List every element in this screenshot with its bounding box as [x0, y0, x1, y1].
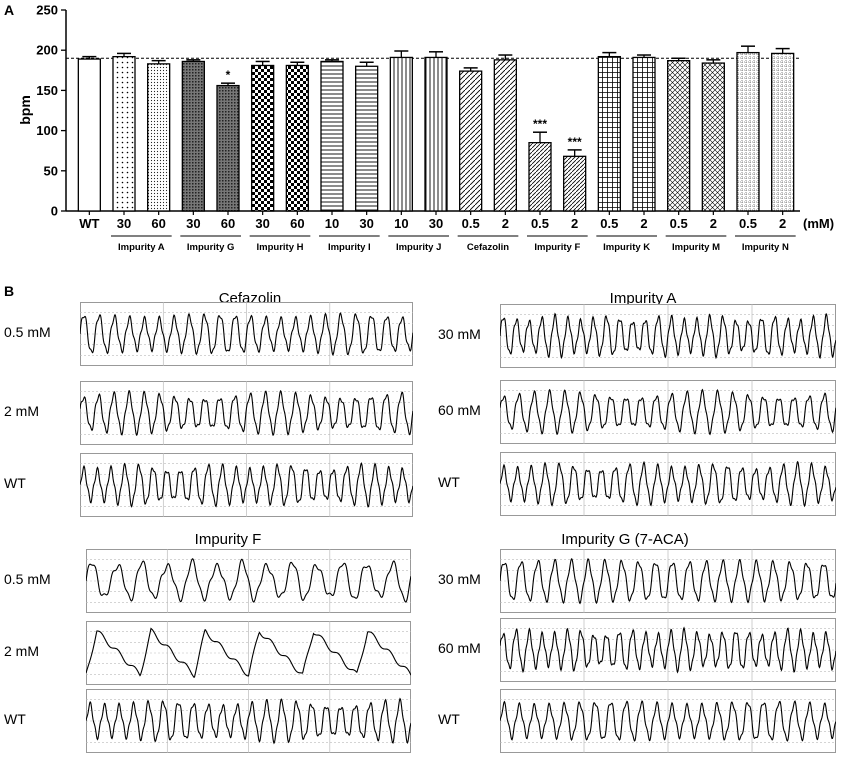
bar: [736, 51, 760, 212]
ecg-trace-plot: [500, 618, 836, 682]
group-label: Impurity A: [118, 242, 165, 253]
x-tick-label: 60: [221, 216, 235, 231]
bar: [667, 60, 691, 212]
group-label: Impurity H: [257, 242, 304, 253]
bar: [771, 52, 795, 212]
trace-row-label: 2 mM: [4, 403, 39, 419]
y-tick-label: 50: [44, 163, 58, 178]
x-tick-label: 60: [151, 216, 165, 231]
group-label: Impurity I: [328, 242, 371, 253]
bar: [597, 55, 621, 212]
trace-row-label: 60 mM: [438, 402, 481, 418]
ecg-trace-plot: [86, 621, 411, 685]
bar: [112, 55, 136, 212]
trace-row-label: 2 mM: [4, 643, 39, 659]
x-tick-label: 30: [117, 216, 131, 231]
x-tick-label: 30: [359, 216, 373, 231]
x-tick-label: 2: [571, 216, 578, 231]
trace-group-title: Impurity A: [609, 290, 677, 307]
trace-row-label: WT: [4, 711, 26, 727]
x-tick-label: 2: [502, 216, 509, 231]
bar: [701, 62, 725, 212]
x-tick-label: 2: [710, 216, 717, 231]
group-label: Impurity F: [534, 242, 580, 253]
bar: [355, 65, 379, 212]
bar: [493, 59, 517, 212]
x-tick-label: 30: [255, 216, 269, 231]
bar: [424, 56, 448, 212]
trace-row-label: 30 mM: [438, 571, 481, 587]
y-tick-label: 100: [36, 123, 58, 138]
ecg-trace-plot: [500, 380, 836, 444]
x-tick-label: WT: [79, 216, 99, 231]
group-label: Impurity N: [742, 242, 789, 253]
trace-row-label: WT: [4, 475, 26, 491]
ecg-trace-plot: [80, 453, 413, 517]
ecg-trace-plot: [500, 304, 836, 368]
x-tick-label: 0.5: [600, 216, 618, 231]
bar: [77, 58, 101, 212]
x-tick-label: 10: [394, 216, 408, 231]
ecg-trace-plot: [500, 549, 836, 613]
group-label: Impurity K: [603, 242, 650, 253]
x-tick-label: 0.5: [531, 216, 549, 231]
bar: [632, 56, 656, 212]
bar: [216, 84, 240, 212]
x-tick-label: 0.5: [670, 216, 688, 231]
y-tick-label: 0: [51, 204, 58, 219]
bar-chart: 0 50 100 150 200 250 bpm WT 30 60 30 * 60 30 60 10 30 10 3…: [17, 3, 834, 254]
ecg-trace-plot: [80, 381, 413, 445]
trace-row-label: WT: [438, 474, 460, 490]
group-label: Cefazolin: [467, 242, 509, 253]
group-label: Impurity G: [187, 242, 235, 253]
bar: [147, 63, 171, 212]
bar: [285, 64, 309, 212]
x-tick-label: 2: [779, 216, 786, 231]
x-tick-label: 0.5: [739, 216, 757, 231]
trace-row-label: 0.5 mM: [4, 324, 51, 340]
trace-row-label: 0.5 mM: [4, 571, 51, 587]
y-tick-label: 200: [36, 43, 58, 58]
bar: [459, 70, 483, 212]
significance-label: *: [226, 68, 231, 82]
trace-row-label: 30 mM: [438, 326, 481, 342]
x-tick-label: 30: [186, 216, 200, 231]
group-label: Impurity M: [672, 242, 720, 253]
trace-row-label: WT: [438, 711, 460, 727]
group-label: Impurity J: [396, 242, 441, 253]
bar: [563, 155, 587, 212]
ecg-trace-plot: [86, 549, 411, 613]
panel-a-letter: A: [4, 2, 15, 18]
unit-label: (mM): [803, 216, 834, 231]
ecg-trace-plot: [500, 452, 836, 516]
y-tick-label: 150: [36, 83, 58, 98]
trace-row-label: 60 mM: [438, 640, 481, 656]
x-tick-label: 60: [290, 216, 304, 231]
bar: [251, 64, 275, 212]
bar: [320, 60, 344, 212]
y-axis-label: bpm: [17, 95, 33, 125]
ecg-trace-plot: [86, 689, 411, 753]
ecg-trace-plot: [80, 302, 413, 366]
bar: [528, 142, 552, 212]
ecg-trace-plot: [500, 689, 836, 753]
significance-label: ***: [568, 135, 582, 149]
bar: [181, 60, 205, 212]
bar: [389, 56, 413, 212]
trace-group-title: Impurity F: [194, 531, 262, 548]
trace-group-title: Impurity G (7-ACA): [561, 531, 689, 548]
x-tick-label: 0.5: [462, 216, 480, 231]
panel-b-letter: B: [4, 283, 15, 299]
significance-label: ***: [533, 117, 547, 131]
x-tick-label: 30: [429, 216, 443, 231]
x-tick-label: 10: [325, 216, 339, 231]
y-tick-label: 250: [36, 3, 58, 18]
x-tick-label: 2: [640, 216, 647, 231]
